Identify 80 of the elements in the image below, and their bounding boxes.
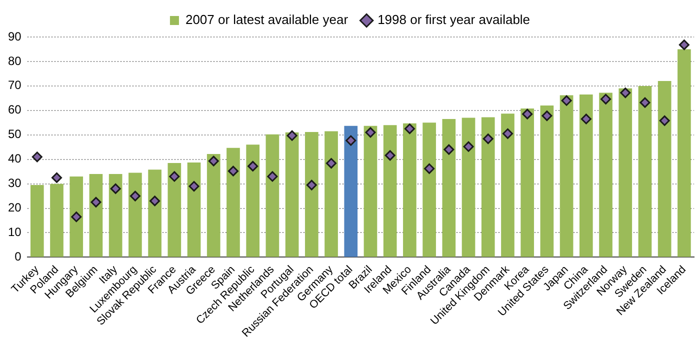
point xyxy=(169,171,180,182)
bar xyxy=(344,126,358,257)
bar xyxy=(128,172,142,257)
point xyxy=(482,134,494,144)
bar xyxy=(206,154,220,257)
point xyxy=(52,172,62,183)
bar xyxy=(50,184,64,257)
y-tick-label: 0 xyxy=(14,250,22,264)
legend-label: 1998 or first year available xyxy=(378,12,530,28)
y-tick-label: 90 xyxy=(8,29,22,44)
bar xyxy=(462,118,476,257)
point xyxy=(659,115,670,126)
point xyxy=(150,196,160,206)
point xyxy=(640,97,650,108)
bar xyxy=(148,170,162,257)
point xyxy=(267,171,278,182)
y-tick-label: 60 xyxy=(8,102,22,117)
bar xyxy=(599,92,612,257)
y-tick-label: 40 xyxy=(8,152,22,166)
point xyxy=(346,135,356,146)
bar xyxy=(285,132,299,257)
point xyxy=(71,212,82,222)
bar xyxy=(422,122,436,257)
bar xyxy=(383,125,397,257)
point xyxy=(404,124,415,134)
bar xyxy=(678,49,691,257)
bar xyxy=(89,174,103,257)
point xyxy=(542,110,552,122)
point xyxy=(365,127,376,138)
bar xyxy=(246,144,260,257)
point xyxy=(248,160,258,172)
bar xyxy=(226,148,240,257)
point xyxy=(678,40,690,50)
y-tick-label: 70 xyxy=(8,78,22,92)
bar xyxy=(30,185,44,257)
bar xyxy=(324,131,338,257)
point xyxy=(306,180,317,190)
point xyxy=(286,130,298,141)
bar xyxy=(618,88,632,257)
bar xyxy=(540,106,554,257)
point xyxy=(522,108,533,120)
point xyxy=(384,150,396,161)
bar xyxy=(304,132,318,257)
y-tick-label: 50 xyxy=(8,127,22,142)
bar xyxy=(579,94,593,257)
bar xyxy=(560,95,574,257)
legend-label: 2007 or latest available year xyxy=(185,12,349,28)
point xyxy=(561,95,572,106)
y-tick-label: 20 xyxy=(8,200,22,215)
bar xyxy=(481,117,495,257)
y-tick-label: 80 xyxy=(8,54,22,68)
point xyxy=(326,158,337,169)
bar xyxy=(638,86,652,257)
bar xyxy=(168,163,182,257)
point xyxy=(580,114,592,124)
point xyxy=(620,88,631,98)
point xyxy=(424,163,435,174)
point xyxy=(32,152,42,162)
point xyxy=(90,196,102,208)
bar xyxy=(520,108,534,257)
bar xyxy=(658,81,672,257)
point xyxy=(110,183,121,194)
bar xyxy=(108,174,122,257)
point xyxy=(188,181,200,192)
bar xyxy=(442,118,456,257)
point xyxy=(228,166,238,176)
bar xyxy=(70,176,84,257)
bar xyxy=(266,134,280,257)
bar xyxy=(364,126,378,257)
point xyxy=(463,141,474,152)
y-tick-label: 10 xyxy=(8,225,22,240)
point xyxy=(130,190,140,202)
point xyxy=(502,128,513,139)
bar xyxy=(187,162,201,257)
bar xyxy=(501,114,514,257)
point xyxy=(444,144,454,155)
bar xyxy=(403,123,416,257)
y-tick-label: 30 xyxy=(8,176,22,190)
point xyxy=(600,94,612,104)
point xyxy=(208,156,219,166)
